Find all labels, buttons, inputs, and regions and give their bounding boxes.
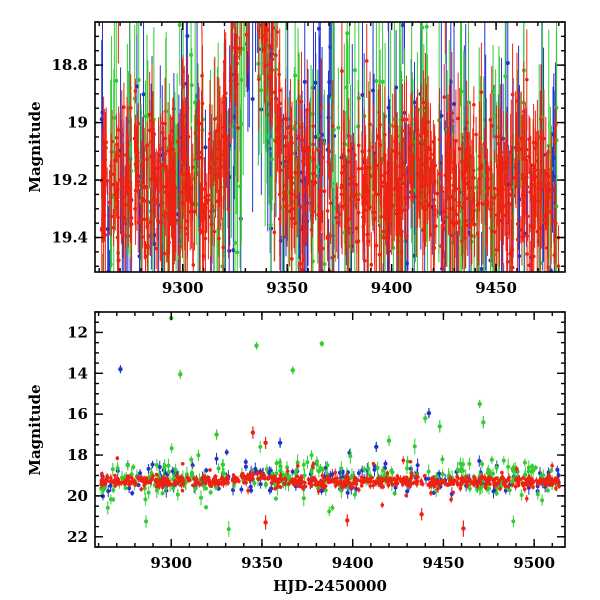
plot-area	[99, 315, 562, 537]
y-tick-label: 14	[67, 364, 88, 382]
x-tick-label: 9300	[162, 279, 204, 297]
axis-ticks	[95, 311, 565, 548]
bottom-xlabel: HJD-2450000	[273, 577, 387, 595]
top-panel: Magnitude 9300 9350 9400 9450 18.8 19 19.2 19.4	[26, 21, 566, 297]
y-tick-label: 18.8	[51, 56, 88, 74]
x-tick-label: 9350	[266, 279, 308, 297]
axis-ticks	[95, 21, 565, 272]
y-tick-label: 22	[67, 528, 88, 546]
y-tick-label: 20	[67, 487, 88, 505]
series-red	[99, 455, 562, 508]
bottom-panel: Magnitude HJD-2450000 9300 9350 9400 9450 95…	[26, 311, 566, 595]
axes-frame	[94, 21, 566, 273]
x-tick-label: 9400	[332, 554, 374, 572]
y-tick-label: 19.2	[51, 171, 88, 189]
x-tick-label: 9500	[513, 554, 555, 572]
y-tick-label: 19.4	[51, 229, 88, 247]
x-tick-label: 9300	[150, 554, 192, 572]
top-ylabel: Magnitude	[26, 101, 44, 192]
series-red	[99, 22, 561, 272]
x-tick-label: 9350	[241, 554, 283, 572]
y-tick-label: 18	[67, 446, 88, 464]
series-green	[99, 438, 559, 537]
y-tick-label: 16	[67, 405, 88, 423]
x-tick-label: 9450	[475, 279, 517, 297]
y-tick-label: 19	[67, 114, 88, 132]
x-tick-label: 9400	[371, 279, 413, 297]
axes-frame	[94, 311, 566, 548]
bottom-ylabel: Magnitude	[26, 384, 44, 475]
x-tick-label: 9450	[423, 554, 465, 572]
y-tick-label: 12	[67, 323, 88, 341]
plot-area	[99, 22, 561, 272]
